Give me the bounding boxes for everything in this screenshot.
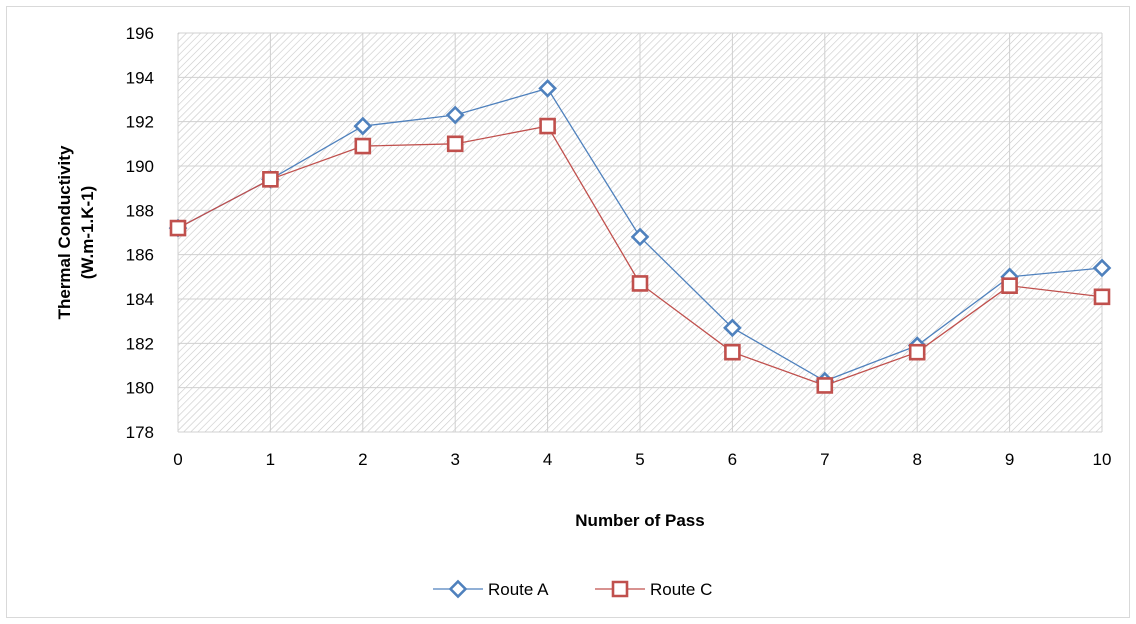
y-tick-label: 190 <box>126 157 154 176</box>
y-axis-title-line-2: (W.m-1.K-1) <box>78 186 97 280</box>
data-point-route-c <box>1001 277 1018 294</box>
x-tick-label: 4 <box>543 450 552 469</box>
legend-item-route-c: Route C <box>595 580 712 599</box>
x-tick-label: 3 <box>450 450 459 469</box>
legend: Route A Route C <box>433 579 712 599</box>
series-layer <box>168 79 1112 394</box>
data-point-route-c <box>169 219 187 237</box>
x-tick-label: 1 <box>266 450 275 469</box>
data-point-route-a <box>630 227 650 247</box>
y-tick-label: 184 <box>126 290 154 309</box>
data-point-route-c <box>631 275 649 292</box>
x-tick-label: 0 <box>173 450 182 469</box>
x-tick-label: 8 <box>912 450 921 469</box>
data-point-route-c <box>1093 288 1111 306</box>
x-tick-label: 5 <box>635 450 644 469</box>
data-point-route-a <box>538 79 557 98</box>
legend-item-route-a: Route A <box>433 579 549 599</box>
legend-label-route-c: Route C <box>650 580 712 599</box>
x-tick-label: 7 <box>820 450 829 469</box>
data-point-route-c <box>816 377 834 394</box>
x-tick-label: 10 <box>1093 450 1112 469</box>
x-axis-ticks: 0 1 2 3 4 5 6 7 8 9 10 <box>173 450 1111 469</box>
y-tick-label: 182 <box>126 334 154 353</box>
data-point-route-a <box>1092 258 1112 278</box>
data-point-route-a <box>353 116 373 136</box>
y-axis-ticks: 178 180 182 184 186 188 190 192 194 196 <box>126 24 154 442</box>
x-axis-title: Number of Pass <box>575 511 704 530</box>
y-tick-label: 192 <box>126 113 154 132</box>
y-tick-label: 180 <box>126 379 154 398</box>
data-point-route-c <box>539 117 556 135</box>
x-tick-label: 9 <box>1005 450 1014 469</box>
legend-label-route-a: Route A <box>488 580 549 599</box>
y-axis-title-line-1: Thermal Conductivity <box>55 145 74 319</box>
data-point-route-a <box>723 318 742 338</box>
data-point-route-c <box>724 343 741 361</box>
data-point-route-c <box>354 137 372 155</box>
series-route-c <box>169 117 1111 394</box>
y-tick-label: 188 <box>126 201 154 220</box>
legend-marker-route-a <box>448 579 468 599</box>
x-tick-label: 6 <box>728 450 737 469</box>
y-tick-label: 178 <box>126 423 154 442</box>
y-tick-label: 194 <box>126 68 154 87</box>
legend-marker-route-c <box>611 580 629 598</box>
data-point-route-c <box>908 343 926 361</box>
y-axis-title: Thermal Conductivity (W.m-1.K-1) <box>55 145 97 319</box>
data-point-route-c <box>446 135 464 153</box>
data-point-route-a <box>445 105 465 125</box>
data-point-route-c <box>262 171 279 188</box>
x-tick-label: 2 <box>358 450 367 469</box>
y-tick-label: 186 <box>126 246 154 265</box>
y-tick-label: 196 <box>126 24 154 43</box>
